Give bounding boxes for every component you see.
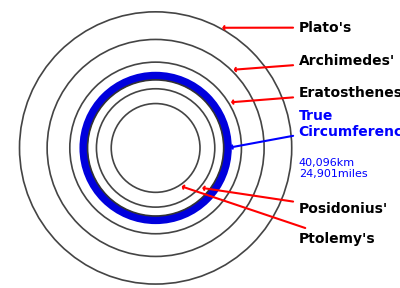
Text: True
Circumference: True Circumference	[232, 109, 400, 149]
Text: Plato's: Plato's	[224, 21, 352, 35]
Text: Eratosthenes': Eratosthenes'	[232, 86, 400, 104]
Text: Posidonius': Posidonius'	[204, 187, 388, 216]
Text: Archimedes': Archimedes'	[235, 54, 395, 71]
Text: 40,096km
24,901miles: 40,096km 24,901miles	[299, 158, 367, 179]
Text: Ptolemy's: Ptolemy's	[183, 185, 375, 246]
